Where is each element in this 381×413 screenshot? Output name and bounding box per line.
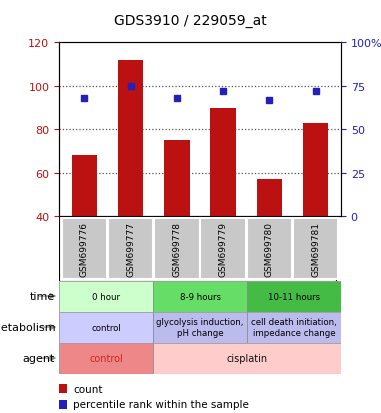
Bar	[153, 281, 247, 312]
Bar	[108, 218, 153, 280]
Text: agent: agent	[23, 353, 55, 363]
Bar	[118, 61, 143, 217]
Bar	[257, 180, 282, 217]
Bar	[59, 281, 153, 312]
Text: GDS3910 / 229059_at: GDS3910 / 229059_at	[114, 14, 267, 28]
Text: GSM699781: GSM699781	[311, 221, 320, 276]
Text: 10-11 hours: 10-11 hours	[268, 292, 320, 301]
Bar	[59, 343, 153, 374]
Bar	[72, 156, 97, 217]
Text: metabolism: metabolism	[0, 322, 55, 332]
Text: GSM699778: GSM699778	[173, 221, 181, 276]
Text: 0 hour: 0 hour	[92, 292, 120, 301]
Text: GSM699780: GSM699780	[265, 221, 274, 276]
Bar	[247, 312, 341, 343]
Bar	[153, 343, 341, 374]
Bar	[200, 218, 246, 280]
Text: count: count	[73, 384, 102, 394]
Bar	[164, 141, 190, 217]
Text: control: control	[91, 323, 121, 332]
Text: GSM699776: GSM699776	[80, 221, 89, 276]
Text: GSM699777: GSM699777	[126, 221, 135, 276]
Text: 8-9 hours: 8-9 hours	[179, 292, 221, 301]
Bar	[247, 281, 341, 312]
Text: control: control	[89, 353, 123, 363]
Bar	[154, 218, 200, 280]
Bar	[153, 312, 247, 343]
Text: cisplatin: cisplatin	[226, 353, 267, 363]
Bar	[293, 218, 338, 280]
Text: time: time	[30, 291, 55, 301]
Bar	[303, 123, 328, 217]
Bar	[62, 218, 107, 280]
Text: glycolysis induction,
pH change: glycolysis induction, pH change	[156, 318, 244, 337]
Bar	[210, 108, 236, 217]
Bar	[59, 312, 153, 343]
Bar	[247, 218, 292, 280]
Text: percentile rank within the sample: percentile rank within the sample	[73, 399, 249, 409]
Text: cell death initiation,
impedance change: cell death initiation, impedance change	[251, 318, 337, 337]
Text: GSM699779: GSM699779	[219, 221, 227, 276]
